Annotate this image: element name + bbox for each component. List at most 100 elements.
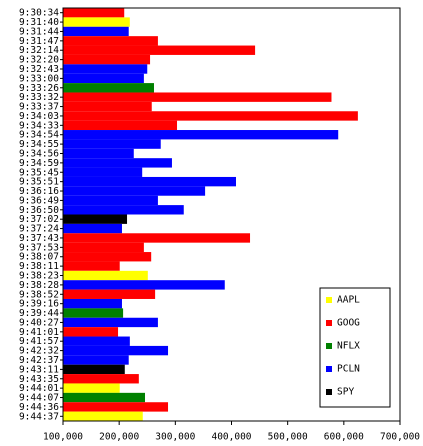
bar — [63, 327, 119, 337]
bar — [63, 195, 158, 206]
bar — [63, 139, 161, 149]
legend-label: NFLX — [337, 341, 360, 352]
y-tick-label: 9:41:01 — [19, 327, 59, 338]
x-tick-label: 500,000 — [268, 432, 308, 443]
bar — [63, 289, 156, 299]
y-tick-label: 9:37:43 — [19, 233, 59, 244]
bar — [63, 101, 152, 112]
y-tick-label: 9:34:59 — [19, 158, 59, 169]
bar — [63, 214, 128, 224]
x-tick-label: 600,000 — [324, 432, 364, 443]
bar — [63, 45, 256, 55]
y-tick-label: 9:35:45 — [19, 167, 59, 178]
bar — [63, 308, 124, 318]
y-tick-label: 9:34:54 — [19, 130, 59, 141]
bar — [63, 336, 130, 346]
y-tick-label: 9:34:55 — [19, 139, 59, 150]
legend-swatch — [326, 389, 332, 395]
bar — [63, 8, 125, 18]
bar — [63, 205, 184, 215]
bar — [63, 120, 178, 131]
legend-swatch — [326, 343, 332, 349]
bar — [63, 36, 158, 46]
bar — [63, 83, 154, 93]
bar — [63, 242, 144, 253]
y-tick-label: 9:42:37 — [19, 355, 59, 366]
y-tick-label: 9:44:37 — [19, 411, 59, 422]
legend-swatch — [326, 320, 332, 326]
y-tick-label: 9:40:27 — [19, 317, 59, 328]
legend-label: GOOG — [337, 318, 360, 329]
y-tick-label: 9:37:53 — [19, 242, 59, 253]
y-tick-label: 9:44:01 — [19, 383, 59, 394]
bar — [63, 158, 172, 168]
bar — [63, 92, 332, 102]
bar — [63, 252, 152, 262]
bar — [63, 298, 122, 309]
y-tick-label: 9:32:20 — [19, 55, 59, 66]
bar — [63, 73, 144, 84]
x-tick-label: 200,000 — [99, 432, 139, 443]
y-tick-label: 9:36:49 — [19, 195, 59, 206]
x-tick-label: 700,000 — [380, 432, 420, 443]
legend-label: SPY — [337, 387, 354, 398]
bar — [63, 64, 148, 74]
y-tick-label: 9:37:24 — [19, 224, 59, 235]
y-tick-label: 9:35:51 — [19, 177, 59, 188]
bar — [63, 233, 251, 243]
y-tick-label: 9:44:36 — [19, 402, 59, 413]
y-tick-label: 9:31:40 — [19, 17, 59, 28]
y-tick-label: 9:38:07 — [19, 252, 59, 263]
y-tick-label: 9:30:34 — [19, 8, 59, 19]
y-tick-label: 9:33:00 — [19, 73, 59, 84]
bar — [63, 111, 358, 121]
y-tick-label: 9:43:11 — [19, 364, 59, 375]
y-tick-label: 9:34:56 — [19, 148, 59, 159]
y-tick-label: 9:42:32 — [19, 346, 59, 357]
y-tick-label: 9:39:44 — [19, 308, 59, 319]
x-tick-label: 100,000 — [43, 432, 83, 443]
bar — [63, 280, 225, 290]
bar — [63, 130, 339, 140]
y-tick-label: 9:33:32 — [19, 92, 59, 103]
y-tick-label: 9:38:23 — [19, 271, 59, 282]
bar — [63, 355, 129, 365]
x-tick-label: 400,000 — [211, 432, 251, 443]
y-tick-label: 9:38:28 — [19, 280, 59, 291]
y-tick-label: 9:44:07 — [19, 393, 59, 404]
bar — [63, 392, 146, 403]
bar — [63, 167, 143, 177]
y-tick-label: 9:36:16 — [19, 186, 59, 197]
y-tick-label: 9:34:33 — [19, 120, 59, 131]
bar — [63, 186, 206, 196]
y-tick-label: 9:31:47 — [19, 36, 59, 47]
y-tick-label: 9:39:16 — [19, 299, 59, 310]
bar — [63, 17, 130, 27]
y-tick-label: 9:32:14 — [19, 45, 59, 56]
legend-swatch — [326, 366, 332, 372]
bar — [63, 26, 129, 37]
bar — [63, 54, 151, 65]
y-tick-label: 9:36:50 — [19, 205, 59, 216]
bar — [63, 374, 139, 384]
legend-swatch — [326, 297, 332, 303]
y-tick-label: 9:38:52 — [19, 289, 59, 300]
y-tick-label: 9:33:26 — [19, 83, 59, 94]
bar — [63, 261, 120, 271]
bar — [63, 364, 125, 375]
legend-label: AAPL — [337, 295, 360, 306]
y-tick-label: 9:34:03 — [19, 111, 59, 122]
bar — [63, 176, 236, 187]
bar — [63, 148, 134, 159]
y-tick-label: 9:38:11 — [19, 261, 59, 272]
y-tick-label: 9:43:35 — [19, 374, 59, 385]
y-tick-label: 9:37:02 — [19, 214, 59, 225]
y-tick-label: 9:33:37 — [19, 102, 59, 113]
bar — [63, 402, 169, 412]
bar — [63, 345, 169, 356]
bar — [63, 411, 143, 421]
bar — [63, 383, 120, 393]
bar — [63, 317, 158, 328]
